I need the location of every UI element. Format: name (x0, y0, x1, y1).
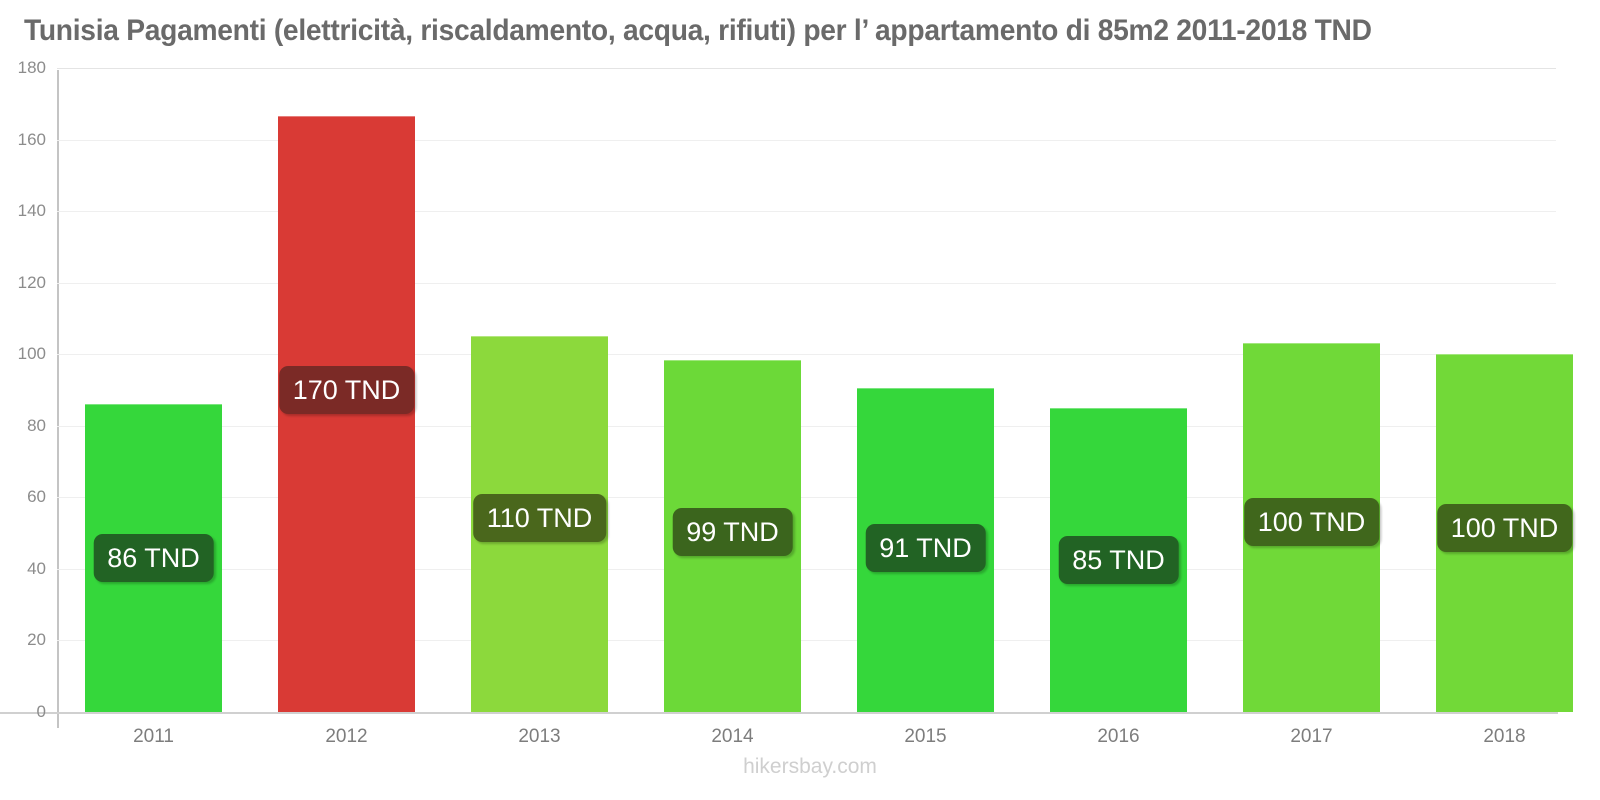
bar-value-badge-2014: 99 TND (672, 507, 793, 556)
bar-2015: 91 TND (857, 388, 994, 712)
bar-value-badge-2017: 100 TND (1243, 498, 1380, 547)
y-tick-label-20: 20 (27, 630, 46, 650)
y-tick-label-120: 120 (17, 272, 46, 292)
bar-value-badge-2018: 100 TND (1436, 504, 1573, 553)
x-axis-line (0, 712, 1558, 714)
bar-2016: 85 TND (1050, 407, 1187, 712)
gridline-80 (57, 425, 1556, 427)
y-axis-line (57, 70, 59, 728)
bar-2014: 99 TND (664, 359, 801, 712)
bar-value-badge-2015: 91 TND (865, 524, 986, 573)
x-tick-label-2015: 2015 (904, 726, 947, 747)
watermark-hikersbay: hikersbay.com (743, 755, 877, 778)
bar-value-badge-2016: 85 TND (1058, 535, 1179, 584)
y-tick-label-180: 180 (17, 58, 46, 77)
y-tick-label-80: 80 (27, 415, 46, 435)
y-tick-label-0: 0 (36, 702, 46, 721)
y-tick-label-40: 40 (27, 558, 46, 578)
gridline-40 (57, 568, 1556, 570)
gridline-120 (57, 282, 1556, 284)
bar-2012: 170 TND (278, 116, 415, 712)
bar-2018: 100 TND (1436, 354, 1573, 712)
bar-2013: 110 TND (471, 336, 608, 712)
gridline-60 (57, 497, 1556, 499)
y-tick-label-60: 60 (27, 487, 46, 507)
bar-value-badge-2013: 110 TND (472, 494, 607, 543)
bar-2011: 86 TND (85, 404, 222, 712)
chart-title: Tunisia Pagamenti (elettricità, riscalda… (24, 14, 1372, 47)
gridline-100 (57, 354, 1556, 356)
gridline-160 (57, 139, 1556, 141)
gridline-180 (57, 68, 1556, 69)
x-tick-label-2013: 2013 (518, 726, 561, 747)
x-tick-label-2016: 2016 (1097, 726, 1140, 747)
gridline-140 (57, 211, 1556, 213)
gridline-20 (57, 640, 1556, 642)
bar-value-badge-2012: 170 TND (278, 366, 415, 415)
x-tick-label-2018: 2018 (1483, 726, 1526, 747)
y-tick-label-160: 160 (17, 129, 46, 149)
bar-2017: 100 TND (1243, 343, 1380, 712)
y-tick-label-140: 140 (17, 201, 46, 221)
x-tick-label-2012: 2012 (325, 726, 368, 747)
x-tick-label-2014: 2014 (711, 726, 754, 747)
bar-value-badge-2011: 86 TND (93, 533, 214, 582)
y-tick-label-100: 100 (17, 344, 46, 364)
x-tick-label-2011: 2011 (133, 726, 174, 747)
x-tick-label-2017: 2017 (1290, 726, 1333, 747)
